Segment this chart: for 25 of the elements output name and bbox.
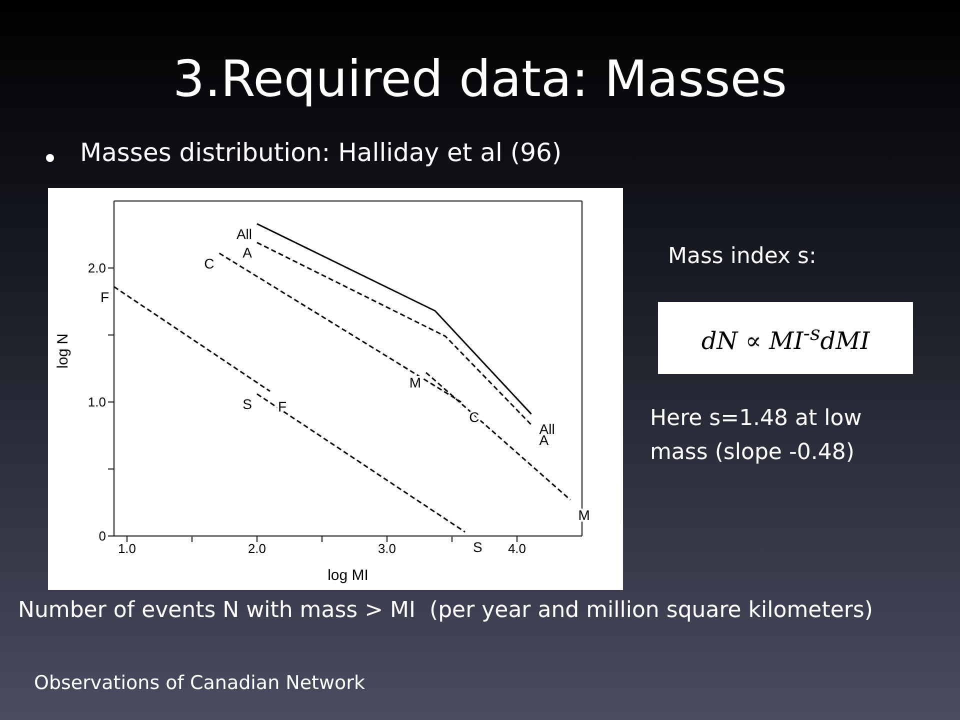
text: Here s=1.48 at low mass (slope -0.48) <box>650 405 863 467</box>
series-label: A <box>242 244 253 261</box>
text: dN ∝ MI$^{-s}$dMI <box>701 321 870 355</box>
series-label: M <box>409 374 421 391</box>
text: C <box>469 409 480 425</box>
y-tick-label: 0 <box>98 528 106 544</box>
x-axis-title: log MI <box>328 567 368 584</box>
text: S <box>473 538 482 555</box>
y-tick-label: 1.0 <box>88 394 106 410</box>
chart-title: 3.Required data: Masses <box>172 50 788 108</box>
x-tick-label: 3.0 <box>378 541 396 556</box>
text: F <box>278 398 287 414</box>
x-tick-label: 2.0 <box>248 541 266 556</box>
text: Number of events N with mass > MI (per year and million square kilometers) <box>18 597 874 625</box>
x-tick-label: 1.0 <box>118 541 136 556</box>
series-label: C <box>204 255 214 272</box>
text: Mass index s: <box>668 244 816 269</box>
series-label: S <box>242 396 252 412</box>
chart-subtitle: Masses distribution: Halliday et al (96) <box>80 138 562 167</box>
x-tick-label: 4.0 <box>508 541 526 556</box>
series-label: F <box>100 288 109 305</box>
text: Observations of Canadian Network <box>34 672 365 694</box>
y-axis-title: log N <box>54 333 72 368</box>
y-tick-label: 2.0 <box>88 260 106 276</box>
series-label: All <box>236 226 252 242</box>
